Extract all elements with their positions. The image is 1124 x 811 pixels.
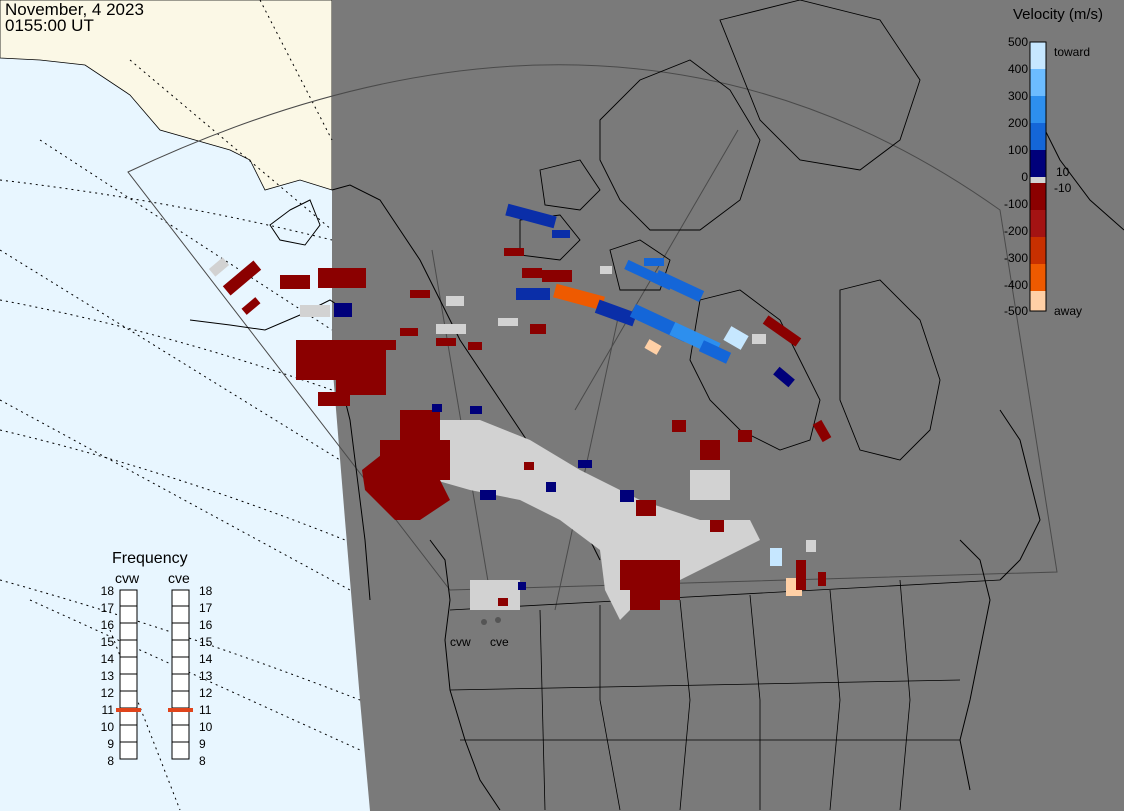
colorbar-tick: -400 [1003, 278, 1028, 292]
colorbar-toward-label: toward [1054, 45, 1091, 59]
timestamp-date: November, 4 2023 [5, 0, 144, 19]
frequency-scale-right: 9 [199, 737, 206, 751]
latlon-grid [0, 0, 361, 811]
frequency-boxes [116, 589, 193, 760]
velocity-cells [208, 203, 832, 620]
frequency-radar-cvw: cvw [115, 570, 140, 586]
radar-site-cvw [481, 619, 487, 625]
frequency-scale-right: 12 [199, 686, 213, 700]
timestamp-time: 0155:00 UT [5, 16, 94, 35]
colorbar-tick: -300 [1003, 251, 1028, 265]
frequency-scale-left: 11 [101, 703, 114, 717]
frequency-scale-left: 9 [107, 737, 114, 751]
colorbar-title: Velocity (m/s) [1013, 6, 1104, 23]
frequency-scale-right: 14 [199, 652, 213, 666]
frequency-scale-right: 16 [199, 618, 213, 632]
velocity-colorbar [1029, 41, 1047, 312]
radar-site-label-cve: cve [490, 635, 509, 649]
colorbar-tick: -100 [1003, 197, 1028, 211]
frequency-scale-left: 18 [100, 584, 114, 598]
alaska-land [0, 0, 333, 191]
colorbar-tick: -500 [1003, 304, 1028, 318]
colorbar-tick: 300 [1007, 89, 1028, 103]
frequency-scale-left: 17 [100, 601, 114, 615]
frequency-indicator-cve [168, 708, 193, 712]
radar-site-label-cvw: cvw [450, 635, 471, 649]
state-borders [449, 579, 1001, 811]
frequency-scale-right: 10 [199, 720, 213, 734]
colorbar-away-label: away [1054, 304, 1083, 318]
frequency-scale-left: 12 [100, 686, 114, 700]
frequency-scale-left: 15 [100, 635, 114, 649]
hudson-bay [689, 279, 941, 461]
frequency-scale-right: 17 [199, 601, 213, 615]
frequency-radar-cve: cve [168, 570, 190, 586]
frequency-scale-right: 15 [199, 635, 213, 649]
frequency-scale-right: 11 [199, 703, 212, 717]
colorbar-tick: 500 [1007, 35, 1028, 49]
colorbar-tick: -200 [1003, 224, 1028, 238]
frequency-scale-right: 13 [199, 669, 213, 683]
frequency-scale-left: 8 [107, 754, 114, 768]
frequency-scale-left: 10 [100, 720, 114, 734]
radar-site-cve [495, 617, 501, 623]
frequency-scale-left: 14 [100, 652, 114, 666]
frequency-scale-right: 18 [199, 584, 213, 598]
colorbar-tick: 0 [1021, 170, 1028, 184]
frequency-scale-left: 16 [100, 618, 114, 632]
colorbar-tick: 400 [1007, 62, 1028, 76]
frequency-indicator-cvw [116, 708, 141, 712]
colorbar-inner-negative: -10 [1054, 181, 1072, 195]
frequency-scale-right: 8 [199, 754, 206, 768]
frequency-scale-left: 13 [100, 669, 114, 683]
frequency-title: Frequency [112, 550, 188, 567]
colorbar-inner-positive: 10 [1056, 165, 1070, 179]
night-shading [332, 0, 1124, 811]
colorbar-tick: 200 [1007, 116, 1028, 130]
colorbar-tick: 100 [1007, 143, 1028, 157]
